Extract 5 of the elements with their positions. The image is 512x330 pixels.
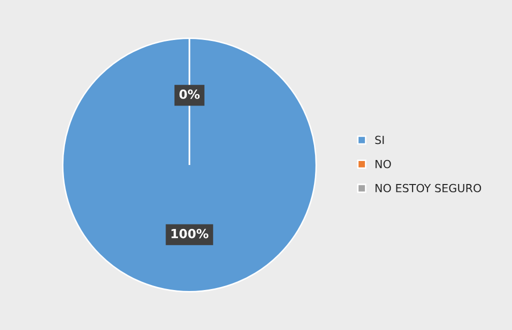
text: 0%	[179, 89, 200, 99]
legend-label: NO	[376, 160, 391, 168]
data-label: 100%	[172, 228, 208, 238]
legend-label: SI	[375, 136, 384, 144]
legend-label: NO ESTOY SEGURO	[376, 184, 482, 192]
